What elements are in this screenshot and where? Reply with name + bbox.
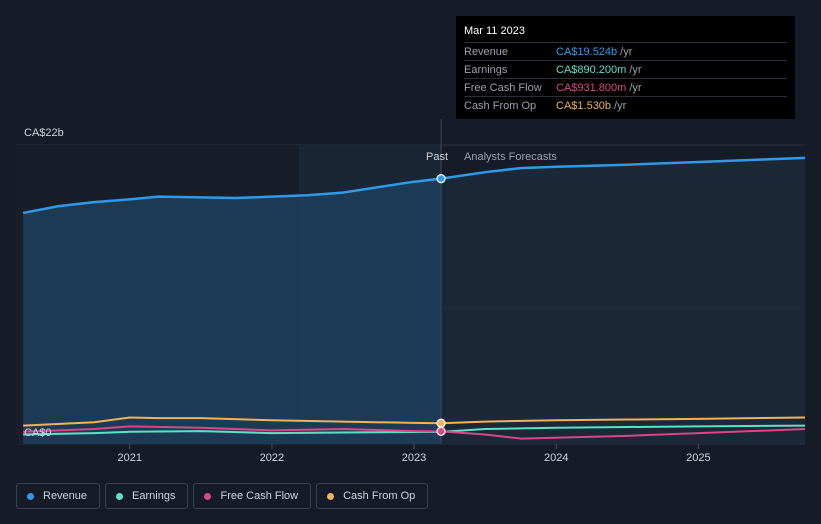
marker-layer [436,174,446,436]
y-axis-top-label: CA$22b [24,127,64,139]
chart: CA$22b CA$0 Past Analysts Forecasts 2021… [16,119,806,464]
tooltip-unit: /yr [620,45,633,58]
tooltip-value: CA$931.800m [556,81,627,94]
revenue-line [22,156,806,215]
x-tick-label: 2025 [686,452,710,464]
past-label: Past [426,151,448,163]
x-tick-label: 2024 [544,452,568,464]
tooltip-row-earnings: Earnings CA$890.200m /yr [464,60,787,78]
legend-label: Cash From Op [343,490,416,502]
legend-item-free-cash-flow[interactable]: Free Cash Flow [193,483,312,509]
x-axis-ticks: 2021 2022 2023 2024 2025 [117,444,711,464]
legend-label: Revenue [43,490,88,502]
tooltip: Mar 11 2023 Revenue CA$19.524b /yr Earni… [456,16,795,119]
cash-from-op-dot-icon [327,492,335,500]
free_cash_flow-marker [436,426,446,436]
tooltip-row-free-cash-flow: Free Cash Flow CA$931.800m /yr [464,78,787,96]
revenue-dot-icon [27,492,34,500]
x-tick-label: 2023 [402,452,426,464]
tooltip-value: CA$890.200m [556,63,627,76]
free_cash_flow-line [23,425,806,440]
tooltip-unit: /yr [629,81,642,94]
x-tick-label: 2022 [260,452,284,464]
legend-item-earnings[interactable]: Earnings [105,483,189,509]
cash_from_op-line [23,416,806,427]
legend-item-revenue[interactable]: Revenue [16,483,101,509]
tooltip-date: Mar 11 2023 [464,25,525,37]
tooltip-unit: /yr [629,63,642,76]
cash_from_op-marker [436,418,446,428]
free-cash-flow-dot-icon [204,492,212,500]
tooltip-value: CA$1.530b [556,99,612,112]
legend-label: Earnings [132,490,176,502]
tooltip-label: Cash From Op [464,99,537,112]
forecast-label: Analysts Forecasts [464,151,557,163]
revenue-area-forecast [441,157,805,444]
tooltip-label: Earnings [464,63,508,76]
tooltip-unit: /yr [614,99,627,112]
legend: Revenue Earnings Free Cash Flow Cash Fro… [16,483,429,509]
series-layer [22,119,806,444]
tooltip-value: CA$19.524b [556,45,618,58]
revenue-marker [436,174,446,184]
tooltip-label: Revenue [464,45,509,58]
x-tick-label: 2021 [117,452,141,464]
revenue-area-past [23,178,442,444]
tooltip-row-cash-from-op: Cash From Op CA$1.530b /yr [464,96,787,114]
legend-label: Free Cash Flow [220,490,299,502]
tooltip-row-revenue: Revenue CA$19.524b /yr [464,42,787,60]
earnings-dot-icon [116,492,124,500]
tooltip-label: Free Cash Flow [464,81,542,94]
legend-item-cash-from-op[interactable]: Cash From Op [316,483,429,509]
y-axis-bottom-label: CA$0 [24,427,52,439]
